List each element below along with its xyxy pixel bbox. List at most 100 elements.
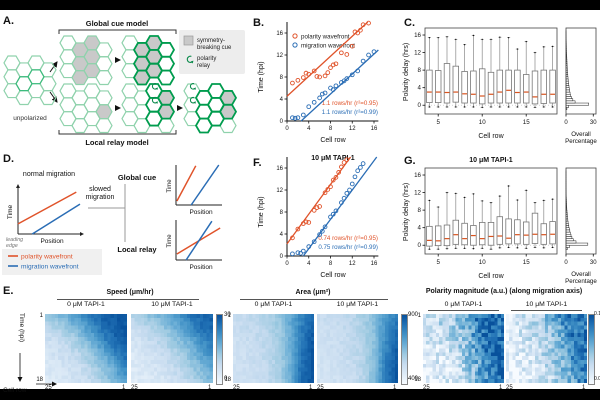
histogram: 0 30 bbox=[564, 27, 597, 126]
speed-ytick-18: 18 bbox=[36, 377, 43, 383]
svg-text:12: 12 bbox=[414, 190, 421, 197]
arrow-to-local-icon bbox=[49, 91, 58, 103]
panel-g-letter: G. bbox=[404, 155, 416, 167]
svg-text:12: 12 bbox=[414, 50, 421, 57]
b-xlabel: Cell row bbox=[320, 137, 346, 144]
leading-edge-line1: leading bbox=[6, 237, 23, 243]
e-time-axis: Time (hpi) bbox=[17, 313, 25, 382]
speed-10um-subtitle: 10 μM TAPI-1 bbox=[151, 301, 193, 308]
area0-xtick-25: 25 bbox=[233, 385, 240, 391]
legend-polarity-wavefront: polarity wavefront bbox=[21, 254, 73, 261]
svg-text:30: 30 bbox=[590, 120, 597, 126]
svg-text:8: 8 bbox=[280, 210, 284, 216]
c-ylabel: Polarity delay (hrs) bbox=[403, 43, 410, 101]
svg-text:30: 30 bbox=[590, 260, 597, 266]
svg-text:15: 15 bbox=[523, 119, 530, 126]
svg-text:8: 8 bbox=[329, 126, 333, 132]
area-cbar-min: 400 bbox=[408, 376, 419, 382]
slowed-line2: migration bbox=[86, 194, 115, 201]
svg-text:8: 8 bbox=[418, 207, 422, 214]
g-hist-label2: Percentage bbox=[565, 278, 597, 285]
speed-ytick-1: 1 bbox=[39, 313, 43, 319]
e-cellrow-arrowhead-icon bbox=[52, 381, 57, 387]
legend-cue-line1: symmetry- bbox=[197, 38, 225, 44]
panel-c: C. Polarity delay (hrs) Cell row 5 10 15 0 4… bbox=[398, 12, 600, 154]
svg-text:5: 5 bbox=[436, 119, 440, 126]
svg-text:0: 0 bbox=[564, 260, 568, 266]
area-10um-subtitle: 10 μM TAPI-1 bbox=[336, 301, 379, 308]
global-cue-label: Global cue bbox=[118, 173, 156, 182]
svg-text:16: 16 bbox=[371, 261, 378, 267]
svg-text:12: 12 bbox=[276, 53, 283, 59]
branch-connector bbox=[88, 184, 126, 242]
pol10-xtick-1: 1 bbox=[582, 385, 586, 391]
d-normal-time-label: Time bbox=[7, 205, 14, 220]
normal-migration-title: normal migration bbox=[23, 171, 75, 178]
scatter-plot: 0 4 8 12 16 0 4 8 12 16 bbox=[276, 20, 379, 132]
svg-text:0: 0 bbox=[280, 119, 284, 125]
polarity-10um-underline bbox=[511, 310, 582, 311]
panel-e-letter: E. bbox=[3, 285, 14, 297]
svg-text:4: 4 bbox=[280, 232, 284, 238]
mini-plot-normal bbox=[16, 184, 84, 236]
speed-cbar-max: 30 bbox=[224, 312, 231, 318]
hex-grid-global-right bbox=[121, 35, 176, 86]
polarity-0um-subtitle: 0 μM TAPI-1 bbox=[444, 301, 483, 308]
d-global-time-label: Time bbox=[167, 179, 173, 193]
legend-relay-line2: relay bbox=[197, 63, 210, 69]
panel-d-letter: D. bbox=[3, 153, 14, 165]
panel-b: B. Time (hpi) Cell row polarity wavefron… bbox=[253, 17, 379, 144]
area0-xtick-1: 1 bbox=[309, 385, 313, 391]
area-ytick-1: 1 bbox=[227, 313, 231, 319]
svg-text:16: 16 bbox=[371, 126, 378, 132]
global-bracket bbox=[58, 29, 177, 34]
b-legend-polarity: polarity wavefront bbox=[301, 34, 350, 41]
slowed-line1: slowed bbox=[89, 186, 111, 193]
e-time-arrowhead-icon bbox=[17, 377, 23, 382]
area10-xtick-1: 1 bbox=[393, 385, 397, 391]
d-local-position-label: Position bbox=[189, 264, 213, 271]
hex-grid-local-left bbox=[59, 83, 113, 134]
polarity-cbar-min: 0.06 bbox=[594, 376, 600, 382]
panel-b-letter: B. bbox=[253, 17, 264, 29]
heatmap-speed-0um bbox=[45, 314, 127, 383]
wavefront-legend-box bbox=[2, 249, 102, 275]
f-title: 10 μM TAPI-1 bbox=[311, 155, 355, 162]
arrow-to-global-icon bbox=[49, 61, 58, 73]
panel-g-histogram: Overall Percentage 0 30 bbox=[564, 167, 597, 285]
heatmap-area-10um bbox=[317, 314, 398, 383]
svg-text:0: 0 bbox=[418, 102, 422, 109]
polarity-group-title: Polarity magnitude (a.u.) (along migrati… bbox=[425, 288, 583, 295]
panel-f-letter: F. bbox=[253, 157, 262, 169]
symmetry-breaking-cue-icon bbox=[183, 35, 194, 46]
area-colorbar bbox=[401, 314, 408, 385]
svg-text:5: 5 bbox=[436, 259, 440, 266]
f-ylabel: Time (hpi) bbox=[258, 196, 265, 227]
panel-g: G. 10 μM TAPI-1 Polarity delay (hrs) Cel… bbox=[398, 150, 600, 292]
svg-text:16: 16 bbox=[414, 32, 421, 39]
speed-0um-subtitle: 0 μM TAPI-1 bbox=[67, 301, 105, 308]
svg-text:8: 8 bbox=[280, 75, 284, 81]
g-ylabel: Polarity delay (hrs) bbox=[403, 183, 410, 241]
polarity-relay-icon bbox=[186, 55, 194, 64]
f-fit-annotation-migration: 0.75 rows/hr (r²=0.99) bbox=[318, 244, 378, 251]
svg-text:8: 8 bbox=[418, 67, 422, 74]
d-normal-position-label: Position bbox=[40, 238, 64, 245]
svg-text:4: 4 bbox=[418, 85, 422, 92]
svg-text:4: 4 bbox=[280, 97, 284, 103]
panel-a-letter: A. bbox=[3, 15, 14, 27]
speed0-xtick-25: 25 bbox=[45, 385, 52, 391]
mini-plot-local bbox=[175, 220, 222, 261]
polarity-cbar-max: 0.11 bbox=[594, 311, 600, 317]
g-hist-label1: Overall bbox=[571, 271, 591, 278]
b-legend-marker-polarity bbox=[292, 33, 298, 39]
svg-text:16: 16 bbox=[276, 31, 283, 37]
heatmap-polarity-0um bbox=[423, 314, 504, 383]
e-time-label: Time (hpi) bbox=[18, 313, 25, 342]
leading-edge-line2: edge bbox=[6, 243, 18, 249]
svg-text:12: 12 bbox=[349, 261, 356, 267]
unpolarized-label: unpolarized bbox=[13, 115, 47, 122]
global-cue-model-title: Global cue model bbox=[86, 19, 149, 28]
svg-text:0: 0 bbox=[418, 242, 422, 249]
g-xlabel: Cell row bbox=[478, 273, 504, 280]
